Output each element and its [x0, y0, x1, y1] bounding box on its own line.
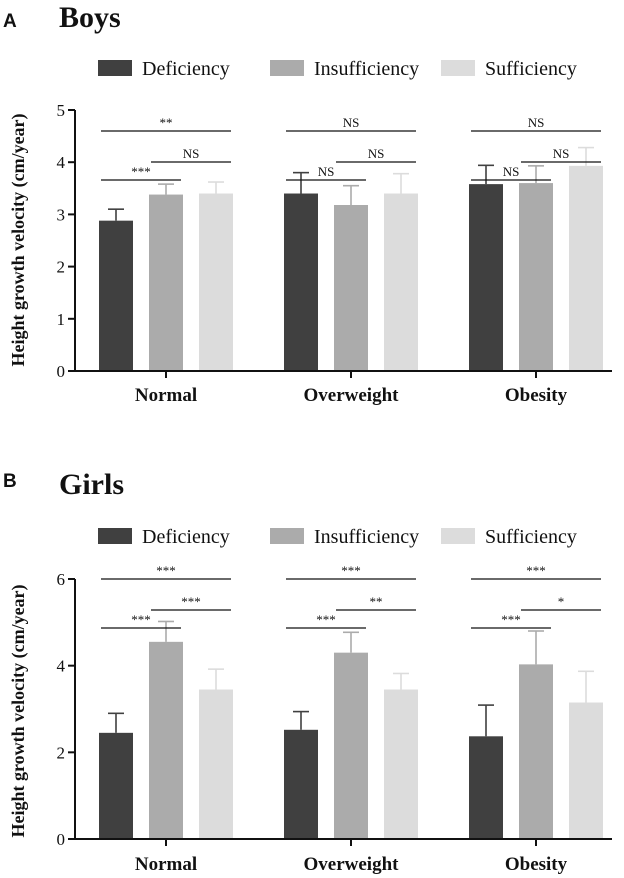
- bar: [149, 641, 183, 839]
- significance-label: NS: [368, 146, 385, 161]
- panel-letter-a: A: [3, 11, 17, 32]
- significance-label: ***: [501, 612, 521, 627]
- y-axis-label-girls: Height growth velocity (cm/year): [8, 584, 29, 837]
- panel-letter-b: B: [3, 471, 17, 492]
- y-tick-label: 4: [57, 657, 66, 676]
- bar: [149, 194, 183, 371]
- legend-swatch: [441, 60, 475, 76]
- y-tick-label: 2: [57, 743, 66, 762]
- significance-label: NS: [503, 164, 520, 179]
- significance-label: NS: [343, 115, 360, 130]
- panel-girls: B Girls Height growth velocity (cm/year)…: [3, 468, 612, 875]
- bar: [519, 664, 553, 839]
- bar: [334, 652, 368, 839]
- legend-label: Sufficiency: [485, 58, 577, 80]
- y-tick-label: 0: [57, 362, 66, 381]
- bar: [469, 184, 503, 371]
- x-category-label: Obesity: [505, 385, 568, 406]
- significance-label: *: [558, 594, 565, 609]
- x-category-label: Obesity: [505, 854, 568, 875]
- significance-label: ***: [181, 594, 201, 609]
- x-category-label: Normal: [135, 854, 197, 875]
- significance-label: NS: [318, 164, 335, 179]
- bar: [284, 729, 318, 839]
- bar: [384, 193, 418, 371]
- significance-label: NS: [528, 115, 545, 130]
- y-tick-label: 2: [57, 258, 66, 277]
- y-axis-label-boys: Height growth velocity (cm/year): [8, 113, 29, 366]
- significance-label: ***: [156, 563, 176, 578]
- y-tick-label: 1: [57, 310, 66, 329]
- y-tick-label: 5: [57, 101, 66, 120]
- y-tick-label: 0: [57, 830, 66, 849]
- bar: [569, 165, 603, 371]
- bar: [519, 183, 553, 371]
- y-tick-label: 6: [57, 570, 66, 589]
- legend-label: Insufficiency: [314, 526, 419, 548]
- significance-label: ***: [341, 563, 361, 578]
- legend-swatch: [98, 528, 132, 544]
- x-category-label: Overweight: [304, 854, 400, 875]
- legend-swatch: [441, 528, 475, 544]
- legend-swatch: [270, 528, 304, 544]
- bar: [334, 205, 368, 371]
- significance-label: ***: [131, 612, 151, 627]
- legend-label: Insufficiency: [314, 58, 419, 80]
- significance-label: **: [370, 594, 383, 609]
- bar: [469, 736, 503, 839]
- legend-label: Deficiency: [142, 526, 230, 548]
- y-tick-label: 4: [57, 153, 66, 172]
- significance-label: NS: [183, 146, 200, 161]
- significance-label: ***: [526, 563, 546, 578]
- legend-swatch: [270, 60, 304, 76]
- legend-label: Sufficiency: [485, 526, 577, 548]
- bar: [199, 689, 233, 839]
- significance-label: ***: [316, 612, 336, 627]
- x-category-label: Overweight: [304, 385, 400, 406]
- significance-label: ***: [131, 164, 151, 179]
- x-category-label: Normal: [135, 385, 197, 406]
- significance-label: NS: [553, 146, 570, 161]
- bar: [99, 732, 133, 839]
- y-tick-label: 3: [57, 205, 66, 224]
- panel-boys: A Boys Height growth velocity (cm/year) …: [3, 1, 612, 406]
- bar: [384, 689, 418, 839]
- panel-title-girls: Girls: [59, 468, 124, 501]
- bar: [199, 193, 233, 371]
- panel-title-boys: Boys: [59, 1, 121, 34]
- bar: [99, 220, 133, 371]
- legend-label: Deficiency: [142, 58, 230, 80]
- bar: [569, 702, 603, 839]
- bar: [284, 193, 318, 371]
- legend-swatch: [98, 60, 132, 76]
- significance-label: **: [160, 115, 173, 130]
